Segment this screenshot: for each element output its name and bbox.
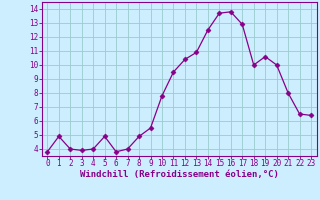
X-axis label: Windchill (Refroidissement éolien,°C): Windchill (Refroidissement éolien,°C) bbox=[80, 170, 279, 179]
